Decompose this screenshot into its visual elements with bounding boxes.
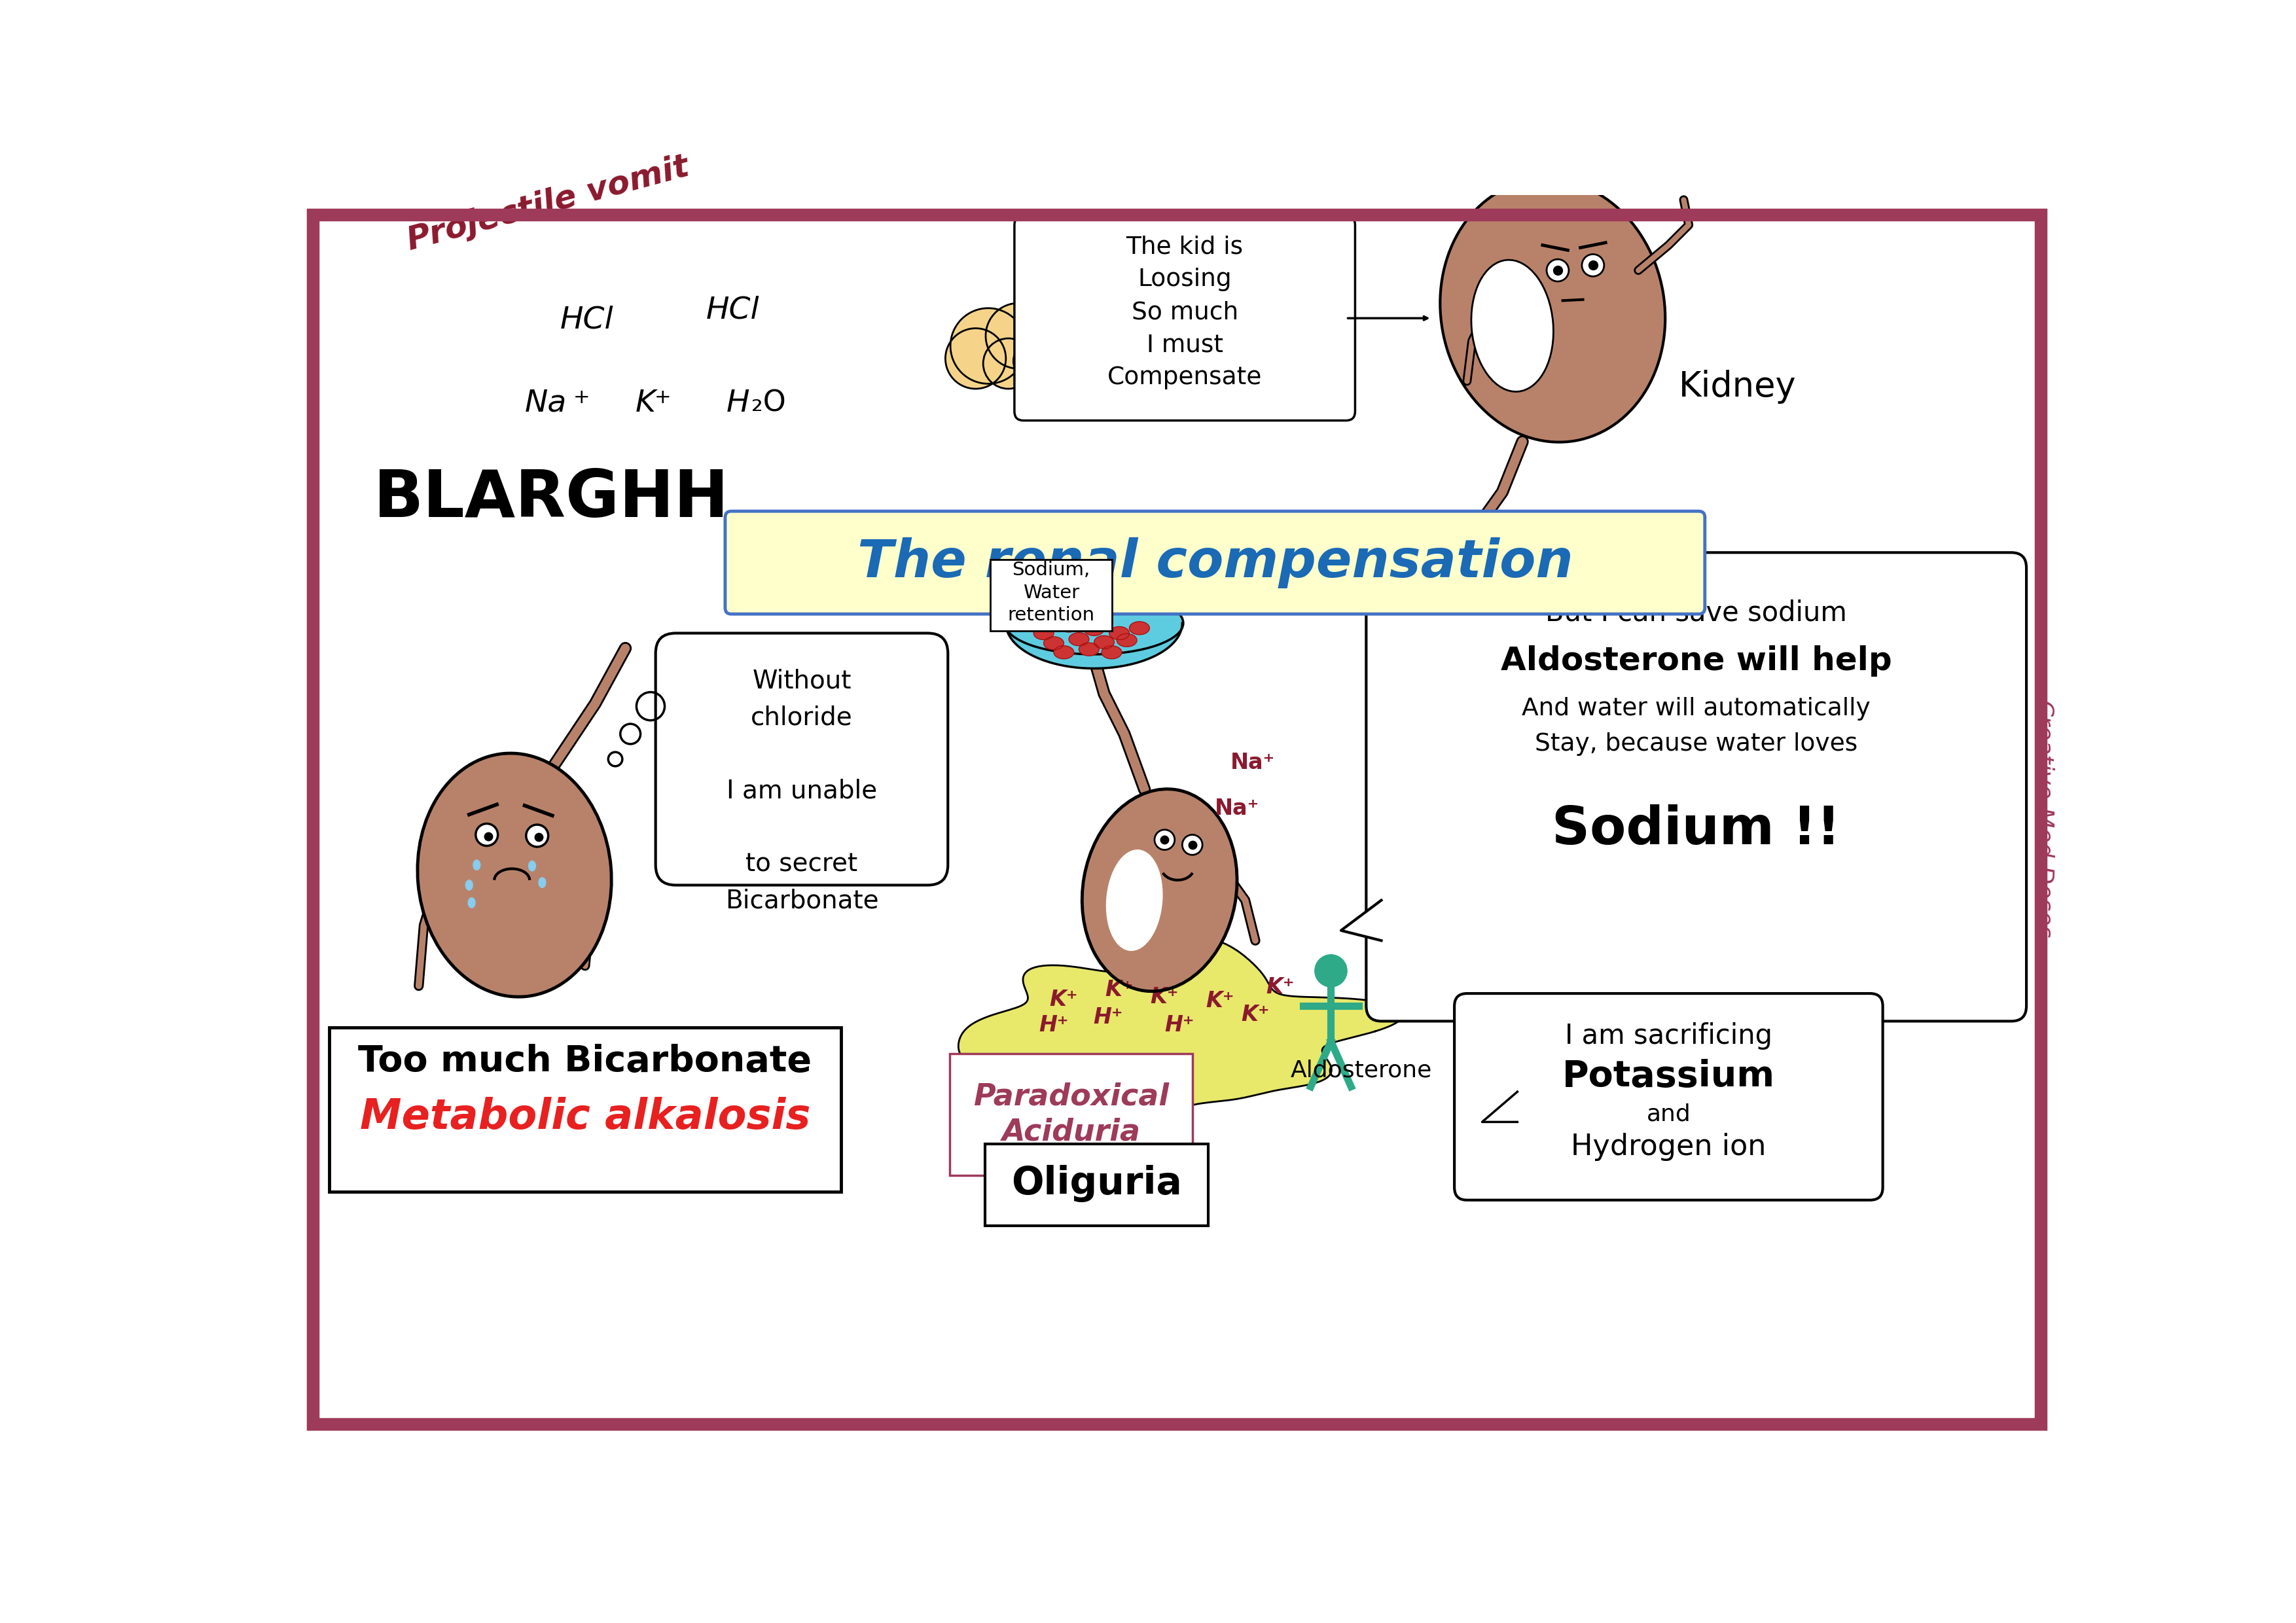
Circle shape — [526, 824, 549, 847]
Text: But I can save sodium: But I can save sodium — [1545, 599, 1846, 626]
Circle shape — [946, 328, 1006, 390]
Text: Na: Na — [523, 388, 567, 419]
Polygon shape — [404, 0, 1148, 174]
Polygon shape — [1483, 1092, 1518, 1121]
Text: Aldosterone will help: Aldosterone will help — [1502, 646, 1892, 677]
FancyBboxPatch shape — [328, 1027, 840, 1191]
Text: Paradoxical: Paradoxical — [974, 1083, 1169, 1112]
Polygon shape — [377, 0, 1038, 177]
Text: K⁺: K⁺ — [1242, 1005, 1270, 1026]
Circle shape — [985, 304, 1052, 368]
Text: K⁺: K⁺ — [1205, 990, 1235, 1011]
Text: K⁺: K⁺ — [1150, 987, 1178, 1008]
FancyBboxPatch shape — [985, 1144, 1208, 1225]
Circle shape — [1015, 321, 1072, 377]
Text: Na⁺: Na⁺ — [1215, 797, 1261, 820]
Text: Potassium: Potassium — [1561, 1058, 1775, 1094]
FancyBboxPatch shape — [990, 560, 1111, 631]
Ellipse shape — [1058, 620, 1079, 631]
Polygon shape — [1006, 623, 1182, 669]
Text: BLARGHH: BLARGHH — [374, 467, 728, 531]
Text: +: + — [654, 388, 670, 407]
Text: HCl: HCl — [705, 295, 760, 325]
Circle shape — [1155, 829, 1176, 850]
Ellipse shape — [466, 880, 473, 889]
Ellipse shape — [468, 898, 475, 907]
Ellipse shape — [1084, 790, 1235, 990]
Ellipse shape — [1095, 636, 1114, 648]
Text: Projectile vomit: Projectile vomit — [404, 151, 693, 256]
Text: K⁺: K⁺ — [1267, 977, 1295, 998]
Text: Oliguria: Oliguria — [1010, 1165, 1182, 1203]
Text: Hydrogen ion: Hydrogen ion — [1570, 1133, 1766, 1160]
Text: Aldosterone: Aldosterone — [1290, 1058, 1433, 1081]
Text: HCl: HCl — [560, 305, 613, 334]
Text: Kidney: Kidney — [1678, 370, 1795, 404]
Text: ₂O: ₂O — [751, 390, 785, 417]
Text: Metabolic alkalosis: Metabolic alkalosis — [360, 1097, 810, 1138]
Polygon shape — [1341, 901, 1382, 941]
Text: H⁺: H⁺ — [1164, 1014, 1194, 1035]
FancyBboxPatch shape — [1453, 993, 1883, 1199]
Text: H: H — [726, 388, 748, 419]
Ellipse shape — [540, 878, 546, 888]
Ellipse shape — [1054, 646, 1075, 659]
Text: Sodium !!: Sodium !! — [1552, 803, 1841, 855]
Ellipse shape — [528, 860, 535, 872]
Ellipse shape — [1442, 180, 1665, 441]
Ellipse shape — [1102, 646, 1120, 659]
Ellipse shape — [1107, 850, 1162, 951]
Text: The kid is
Loosing
So much
I must
Compensate: The kid is Loosing So much I must Compen… — [1107, 235, 1263, 390]
Ellipse shape — [1118, 635, 1137, 646]
FancyBboxPatch shape — [1366, 552, 2027, 1021]
Text: K⁺: K⁺ — [1049, 988, 1079, 1011]
Ellipse shape — [1109, 626, 1130, 639]
Circle shape — [1582, 255, 1605, 276]
Circle shape — [1316, 954, 1348, 987]
Polygon shape — [957, 936, 1403, 1125]
Text: Without
chloride

I am unable

to secret
Bicarbonate: Without chloride I am unable to secret B… — [726, 669, 879, 914]
Ellipse shape — [1070, 633, 1088, 646]
Ellipse shape — [473, 860, 480, 870]
Text: K: K — [636, 388, 657, 419]
Circle shape — [983, 338, 1033, 390]
Text: Sodium,
Water
retention: Sodium, Water retention — [1008, 562, 1095, 625]
Text: And water will automatically: And water will automatically — [1522, 696, 1871, 721]
Text: Too much Bicarbonate: Too much Bicarbonate — [358, 1044, 813, 1079]
FancyBboxPatch shape — [657, 633, 948, 885]
Circle shape — [1548, 260, 1568, 281]
Circle shape — [1013, 338, 1058, 383]
Ellipse shape — [1472, 260, 1552, 391]
Ellipse shape — [1079, 643, 1097, 656]
Text: H⁺: H⁺ — [1038, 1014, 1068, 1035]
Circle shape — [608, 751, 622, 766]
Ellipse shape — [1045, 638, 1063, 649]
Circle shape — [636, 691, 664, 721]
Ellipse shape — [1006, 592, 1182, 654]
FancyBboxPatch shape — [726, 511, 1706, 613]
Text: Na⁺: Na⁺ — [1231, 751, 1274, 774]
Text: Creative-Med-Doses: Creative-Med-Doses — [2032, 701, 2053, 938]
Ellipse shape — [418, 755, 611, 997]
FancyBboxPatch shape — [951, 1053, 1194, 1175]
Ellipse shape — [1130, 622, 1148, 635]
Text: K⁺: K⁺ — [1104, 979, 1134, 1000]
Circle shape — [620, 724, 641, 743]
Circle shape — [951, 308, 1026, 383]
Ellipse shape — [1033, 626, 1054, 639]
Circle shape — [1182, 834, 1203, 855]
Text: and: and — [1646, 1104, 1690, 1125]
Text: Aciduria: Aciduria — [1001, 1117, 1141, 1147]
Ellipse shape — [1084, 623, 1104, 635]
Text: The renal compensation: The renal compensation — [856, 537, 1573, 588]
Text: Stay, because water loves: Stay, because water loves — [1534, 732, 1857, 756]
Circle shape — [475, 823, 498, 846]
Text: +: + — [574, 388, 590, 407]
Text: H⁺: H⁺ — [1093, 1006, 1123, 1029]
Text: I am sacrificing: I am sacrificing — [1566, 1022, 1773, 1050]
FancyBboxPatch shape — [1015, 216, 1355, 420]
